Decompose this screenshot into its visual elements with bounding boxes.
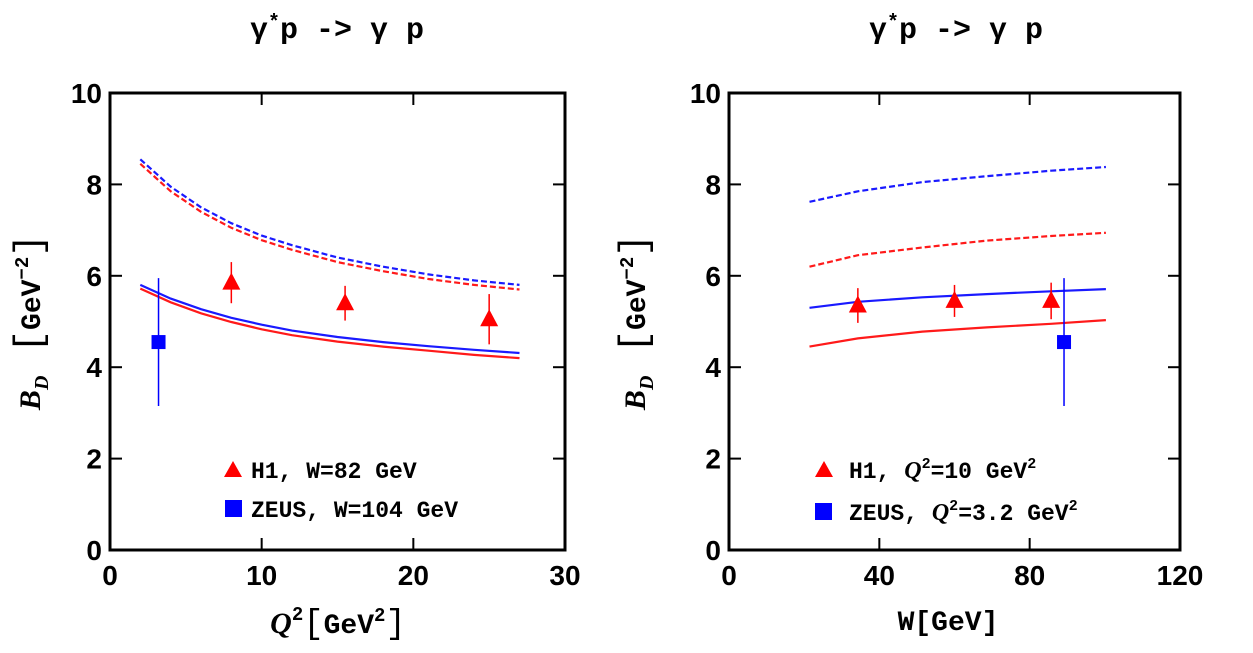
y-tick-label: 8 <box>86 169 102 200</box>
y-tick-label: 0 <box>705 535 721 566</box>
data-point-triangle <box>480 309 499 327</box>
y-tick-label: 4 <box>86 352 102 383</box>
x-tick-label: 10 <box>246 560 277 591</box>
legend: H1, Q2=10 GeV2 ZEUS, Q2=3.2 GeV2 <box>815 456 1078 527</box>
y-axis-label: BD [GeV−2] <box>614 234 658 411</box>
points-layer <box>848 278 1072 407</box>
data-point-triangle <box>1042 290 1061 308</box>
panel-w: γ*p -> γ p 0 40 80 120 0 2 4 6 8 10 BD [GeV−2] W[… <box>614 12 1203 639</box>
panel-q2: γ*p -> γ p 0 10 20 30 0 2 4 6 8 10 BD [GeV−2] Q2[… <box>9 12 581 644</box>
curves-layer <box>809 165 1106 348</box>
ticks-layer: 0 10 20 30 0 2 4 6 8 10 <box>71 78 581 591</box>
y-tick-label: 2 <box>705 444 721 475</box>
legend-triangle-marker <box>815 461 833 477</box>
y-tick-label: 0 <box>86 535 102 566</box>
solid-curve <box>809 319 1106 348</box>
svg-text:BD [GeV−2]: BD [GeV−2] <box>9 234 53 411</box>
x-axis-label: Q2[GeV2] <box>270 604 406 644</box>
x-tick-label: 0 <box>721 560 737 591</box>
y-tick-label: 10 <box>690 78 721 109</box>
y-axis-label: BD [GeV−2] <box>9 234 53 411</box>
legend-zeus: ZEUS, W=104 GeV <box>251 498 458 524</box>
plot-frame <box>108 91 567 552</box>
dashed-curve <box>139 162 520 291</box>
plot-frame <box>727 91 1182 552</box>
data-point-triangle <box>848 295 867 313</box>
data-point-square <box>1057 335 1072 350</box>
solid-curve <box>139 283 520 355</box>
legend-zeus: ZEUS, Q2=3.2 GeV2 <box>849 498 1078 527</box>
legend-square-marker <box>225 500 242 517</box>
y-tick-label: 2 <box>86 444 102 475</box>
y-tick-label: 4 <box>705 352 721 383</box>
data-point-triangle <box>945 290 964 308</box>
panel-title: γ*p -> γ p <box>869 12 1043 48</box>
y-tick-label: 6 <box>86 261 102 292</box>
x-tick-label: 30 <box>549 560 580 591</box>
x-tick-label: 80 <box>1014 560 1045 591</box>
ticks-layer: 0 40 80 120 0 2 4 6 8 10 <box>690 78 1204 591</box>
y-tick-label: 6 <box>705 261 721 292</box>
points-layer <box>151 262 499 407</box>
dashed-curve <box>809 231 1106 268</box>
x-tick-label: 0 <box>102 560 118 591</box>
dashed-curve <box>809 165 1106 203</box>
legend-h1: H1, W=82 GeV <box>251 459 417 485</box>
dashed-curve <box>139 158 520 286</box>
x-tick-label: 40 <box>864 560 895 591</box>
y-tick-label: 8 <box>705 169 721 200</box>
panel-title: γ*p -> γ p <box>250 12 424 48</box>
x-axis-label: W[GeV] <box>898 608 999 639</box>
legend-square-marker <box>815 503 832 520</box>
x-tick-label: 20 <box>398 560 429 591</box>
solid-curve <box>139 287 520 360</box>
legend-triangle-marker <box>224 461 242 477</box>
svg-text:BD [GeV−2]: BD [GeV−2] <box>614 234 658 411</box>
curves-layer <box>139 158 520 360</box>
data-point-triangle <box>222 272 241 290</box>
x-tick-label: 120 <box>1157 560 1204 591</box>
legend: H1, W=82 GeV ZEUS, W=104 GeV <box>224 459 458 524</box>
data-point-square <box>151 335 166 350</box>
data-point-triangle <box>336 293 355 311</box>
legend-h1: H1, Q2=10 GeV2 <box>849 456 1036 485</box>
y-tick-label: 10 <box>71 78 102 109</box>
